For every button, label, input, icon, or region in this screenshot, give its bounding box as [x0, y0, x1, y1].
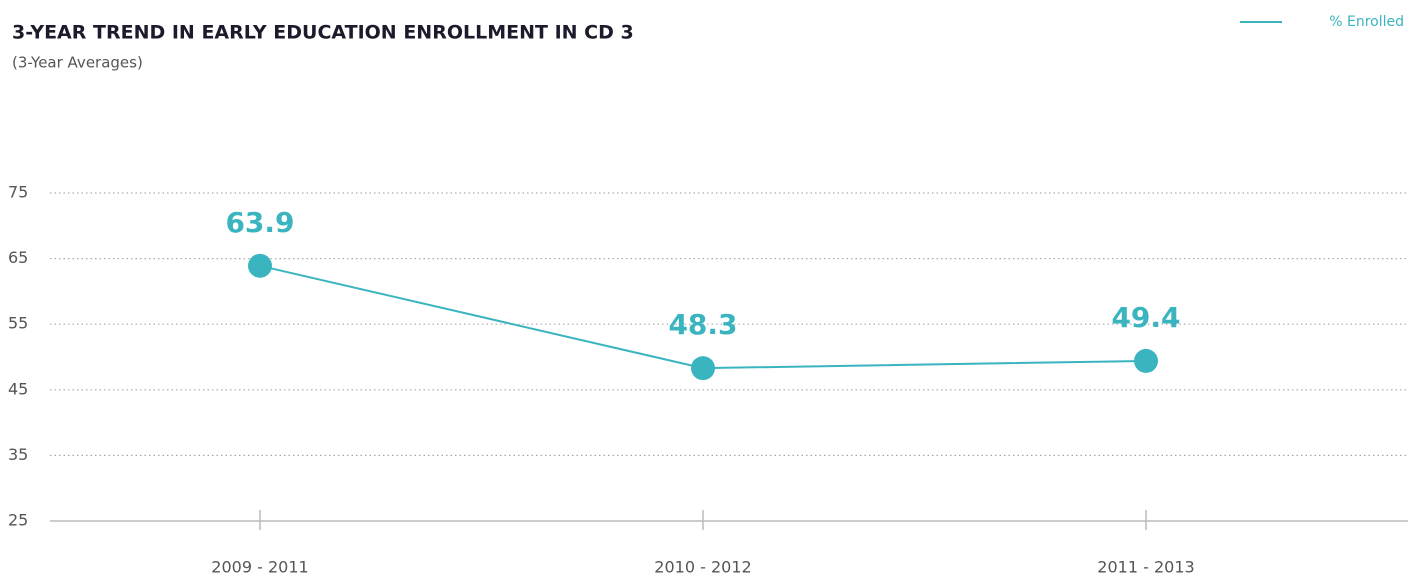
y-tick-label: 45: [8, 379, 28, 398]
y-tick-label: 25: [8, 511, 28, 530]
y-tick-label: 75: [8, 183, 28, 202]
x-tick-label: 2010 - 2012: [654, 558, 751, 577]
chart-title: 3-YEAR TREND IN EARLY EDUCATION ENROLLME…: [12, 22, 634, 44]
data-label: 48.3: [668, 308, 737, 341]
legend-label: % Enrolled: [1329, 14, 1404, 30]
x-tick-label: 2009 - 2011: [211, 558, 308, 577]
y-tick-label: 65: [8, 248, 28, 267]
point: [1134, 348, 1158, 373]
point: [248, 253, 272, 278]
point: [691, 356, 715, 381]
y-tick-label: 55: [8, 314, 28, 333]
chart-subtitle: (3-Year Averages): [12, 54, 143, 72]
data-label: 63.9: [225, 206, 294, 239]
x-tick-label: 2011 - 2013: [1097, 558, 1194, 577]
data-label: 49.4: [1111, 301, 1180, 334]
y-tick-label: 35: [8, 445, 28, 464]
